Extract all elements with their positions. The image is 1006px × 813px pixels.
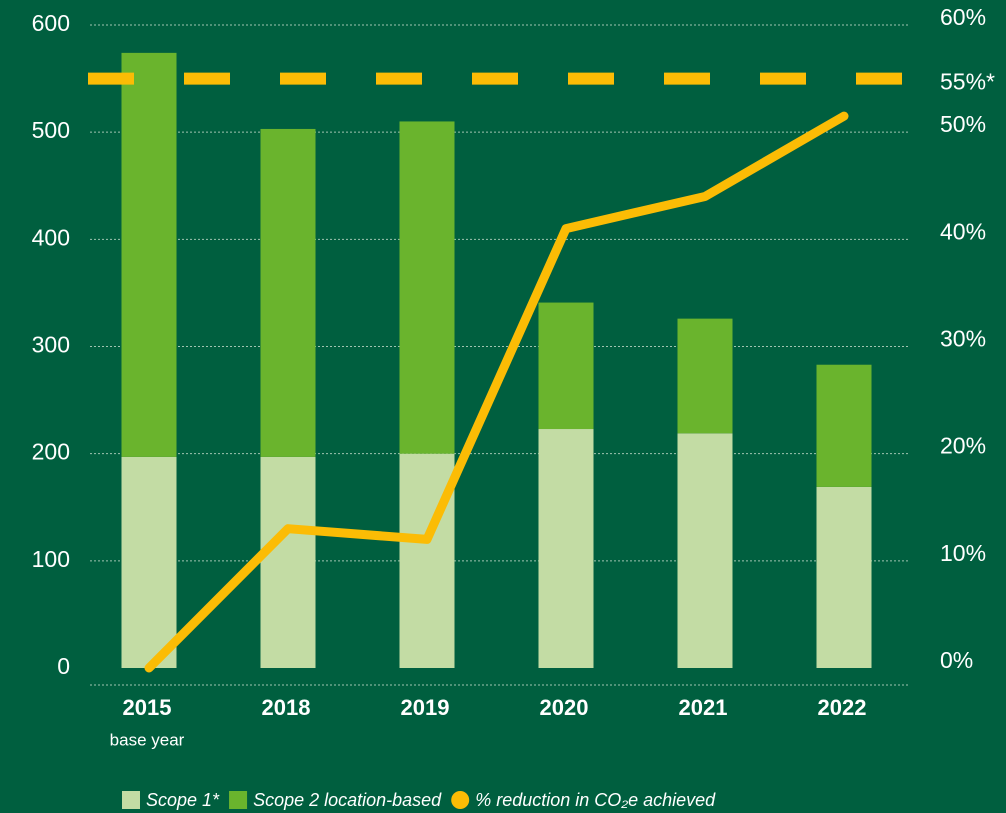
y2-tick-label: 50% <box>940 111 986 137</box>
legend-label: % reduction in CO₂e achieved <box>475 790 716 810</box>
x-tick-label: 2015 <box>123 695 172 720</box>
bar-segment <box>538 302 594 430</box>
target-label: 55%* <box>940 69 995 95</box>
y2-tick-label: 30% <box>940 326 986 352</box>
x-tick-label: 2021 <box>679 695 728 720</box>
legend-marker <box>451 791 470 809</box>
bar-segment <box>816 486 872 668</box>
x-tick-label: 2018 <box>262 695 311 720</box>
bar-segment <box>399 121 455 454</box>
bar-segment <box>260 128 316 457</box>
x-tick-label: 2022 <box>818 695 867 720</box>
y-tick-label: 400 <box>32 224 70 250</box>
bar-segment <box>538 429 594 668</box>
bar-segment <box>260 456 316 668</box>
legend-marker <box>229 791 248 809</box>
line-series <box>144 111 849 673</box>
y-tick-label: 0 <box>57 653 70 679</box>
y2-tick-label: 20% <box>940 433 986 459</box>
legend-label: Scope 2 location-based <box>253 790 442 810</box>
y2-tick-label: 0% <box>940 647 973 673</box>
legend-label: Scope 1* <box>146 790 220 810</box>
y-tick-label: 600 <box>32 10 70 36</box>
y-tick-label: 100 <box>32 546 70 572</box>
x-tick-sublabel: base year <box>110 730 185 749</box>
bar-segment <box>677 433 733 668</box>
bar-segment <box>677 318 733 434</box>
y2-tick-label: 10% <box>940 540 986 566</box>
y-tick-label: 200 <box>32 439 70 465</box>
legend-marker <box>122 791 140 809</box>
bar-segment <box>121 456 177 668</box>
x-tick-label: 2019 <box>401 695 450 720</box>
x-tick-label: 2020 <box>540 695 589 720</box>
y-tick-label: 500 <box>32 117 70 143</box>
bar-segment <box>121 52 177 457</box>
bar-segment <box>816 364 872 487</box>
y2-tick-label: 40% <box>940 218 986 244</box>
y-tick-label: 300 <box>32 332 70 358</box>
y2-tick-label: 60% <box>940 4 986 30</box>
